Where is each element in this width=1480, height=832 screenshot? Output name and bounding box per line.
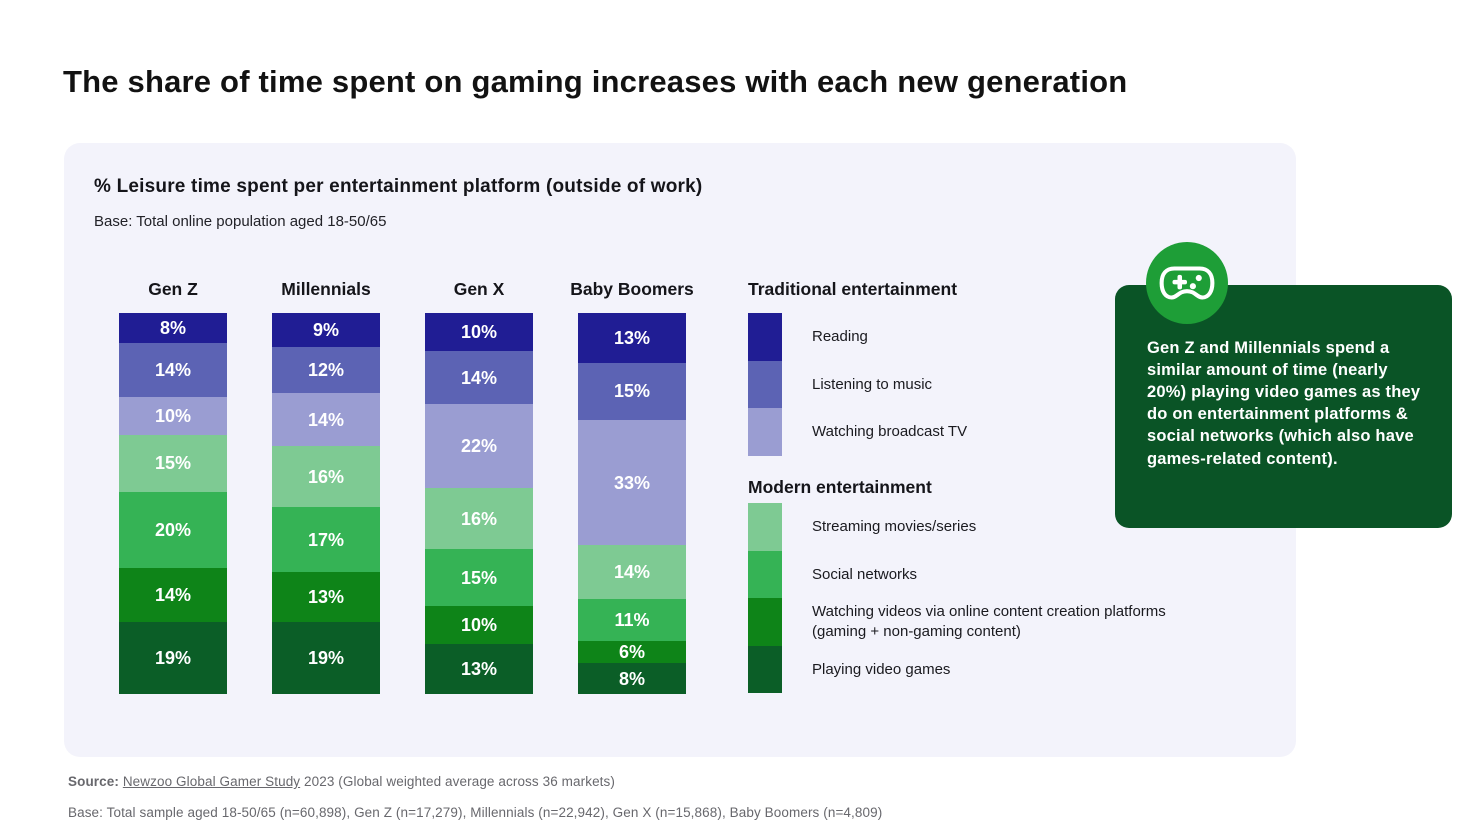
base-line: Base: Total sample aged 18-50/65 (n=60,8… xyxy=(68,805,883,820)
legend-rows: Streaming movies/series Social networks Wa… xyxy=(748,503,1228,693)
callout-card: Gen Z and Millennials spend a similar am… xyxy=(1115,285,1452,528)
bar-category-label: Gen Z xyxy=(148,279,198,299)
legend-item-label: Streaming movies/series xyxy=(812,518,977,535)
bar-category-label: Gen X xyxy=(453,279,505,299)
legend-item-label: Social networks xyxy=(812,565,918,583)
legend-swatch xyxy=(748,645,782,693)
legend-item: Watching videos via online content creat… xyxy=(748,598,1228,646)
bar-segment: 14% xyxy=(425,351,533,405)
legend-swatch xyxy=(748,313,782,361)
source-link[interactable]: Newzoo Global Gamer Study xyxy=(122,774,301,789)
bar-column: Millennials 9% 12% 14% 16% 17% 13% 19% xyxy=(272,279,380,694)
source-suffix: 2023 (Global weighted average across 36 … xyxy=(300,774,615,789)
bar-chart: Gen Z 8% 14% 10% 15% 20% 14% 19% Millennials 9% 12… xyxy=(119,279,694,694)
bar-segment: 16% xyxy=(272,446,380,508)
legend-swatch xyxy=(748,550,782,598)
chart-subtitle: Base: Total online population aged 18-50… xyxy=(94,213,387,230)
gamepad-icon-glyph xyxy=(1159,266,1215,300)
legend-group: Modern entertainment Streaming movies/ser… xyxy=(748,477,1228,693)
legend-swatch xyxy=(748,408,782,456)
bar-column: Gen X 10% 14% 22% 16% 15% 10% 13% xyxy=(425,279,533,694)
bar-segment: 8% xyxy=(578,663,686,694)
bar-segment: 20% xyxy=(119,492,227,569)
legend-item: Watching broadcast TV xyxy=(748,408,1228,456)
legend-swatch xyxy=(748,360,782,408)
bar-segment: 19% xyxy=(272,621,380,694)
bar-segment: 15% xyxy=(425,549,533,607)
bar-segment: 22% xyxy=(425,404,533,489)
page-title: The share of time spent on gaming increa… xyxy=(63,64,1128,99)
bar-segment: 13% xyxy=(578,313,686,363)
legend-item: Listening to music xyxy=(748,360,1228,408)
bar-stack: 13% 15% 33% 14% 11% 6% 8% xyxy=(578,313,686,694)
bar-segment: 17% xyxy=(272,507,380,573)
legend-item-label: Playing video games xyxy=(812,660,951,678)
bar-segment: 12% xyxy=(272,347,380,393)
bar-segment: 8% xyxy=(119,313,227,344)
bar-segment: 19% xyxy=(119,621,227,694)
bar-segment: 13% xyxy=(272,572,380,622)
legend-item-label: Reading xyxy=(812,328,868,345)
bar-column: Baby Boomers 13% 15% 33% 14% 11% 6% 8% xyxy=(570,279,694,694)
legend-item-label: Watching broadcast TV xyxy=(812,423,968,440)
legend-swatch xyxy=(748,503,782,551)
source-line: Source: Newzoo Global Gamer Study 2023 (… xyxy=(68,774,615,789)
gamepad-icon xyxy=(1146,242,1228,324)
bar-segment: 14% xyxy=(272,393,380,447)
legend-item: Social networks xyxy=(748,550,1228,598)
callout-text: Gen Z and Millennials spend a similar am… xyxy=(1147,339,1421,468)
legend-group-heading: Modern entertainment xyxy=(748,477,932,497)
bar-segment: 15% xyxy=(119,434,227,493)
chart-title: % Leisure time spent per entertainment p… xyxy=(94,176,703,197)
bar-segment: 14% xyxy=(119,568,227,622)
bar-category-label: Millennials xyxy=(281,279,371,299)
bar-segment: 15% xyxy=(578,362,686,420)
bar-segment: 14% xyxy=(578,545,686,599)
bar-segment: 10% xyxy=(425,606,533,645)
bar-segment: 14% xyxy=(119,343,227,397)
legend-group-heading: Traditional entertainment xyxy=(748,279,958,299)
bar-stack: 9% 12% 14% 16% 17% 13% 19% xyxy=(272,313,380,694)
bar-segment: 13% xyxy=(425,644,533,694)
legend-swatch xyxy=(748,598,782,646)
bar-segment: 9% xyxy=(272,313,380,348)
bar-column: Gen Z 8% 14% 10% 15% 20% 14% 19% xyxy=(119,279,227,694)
legend-rows: Reading Listening to music Watching broadc… xyxy=(748,313,1228,456)
bar-category-label: Baby Boomers xyxy=(570,279,694,299)
chart-panel: % Leisure time spent per entertainment p… xyxy=(64,143,1296,757)
legend-item: Streaming movies/series xyxy=(748,503,1228,551)
source-label: Source: xyxy=(68,774,119,789)
legend-item: Playing video games xyxy=(748,645,1228,693)
bar-segment: 10% xyxy=(425,313,533,352)
bar-segment: 16% xyxy=(425,488,533,550)
bar-segment: 10% xyxy=(119,396,227,435)
bar-stack: 10% 14% 22% 16% 15% 10% 13% xyxy=(425,313,533,694)
legend-item-label: Listening to music xyxy=(812,375,933,393)
legend-group: Traditional entertainment Reading Listenin… xyxy=(748,279,1228,456)
legend-item-label: Watching videos via online content creat… xyxy=(812,603,1166,640)
bar-stack: 8% 14% 10% 15% 20% 14% 19% xyxy=(119,313,227,694)
bar-segment: 11% xyxy=(578,598,686,641)
bar-segment: 33% xyxy=(578,419,686,546)
legend-item: Reading xyxy=(748,313,1228,361)
bar-segment: 6% xyxy=(578,640,686,664)
